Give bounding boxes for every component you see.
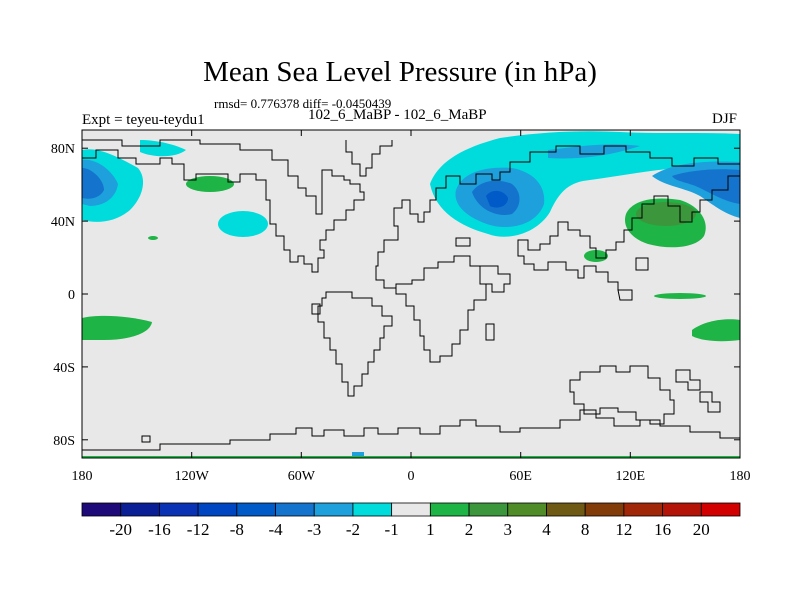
colorbar-swatch: [159, 502, 199, 517]
colorbar-label: -12: [187, 520, 210, 539]
anomaly-region: [548, 144, 640, 159]
anomaly-region: [148, 236, 158, 240]
coastline: [480, 265, 511, 293]
colorbar-swatch: [197, 502, 238, 517]
anomaly-region: [486, 190, 508, 208]
coastline: [675, 369, 701, 391]
colorbar-label: 1: [426, 520, 435, 539]
colorbar-swatch: [546, 502, 586, 517]
anomaly-region: [352, 452, 364, 456]
y-tick-label: 40S: [53, 361, 75, 376]
x-tick-label: 120W: [175, 469, 210, 484]
coastline: [311, 303, 321, 315]
coastline: [617, 289, 633, 301]
colorbar-swatch: [236, 502, 276, 517]
colorbar-label: -3: [307, 520, 321, 539]
anomaly-region: [654, 293, 706, 299]
x-tick-label: 60W: [288, 469, 316, 484]
colorbar-swatch: [429, 502, 470, 517]
coastline: [141, 435, 151, 443]
cases-label: 102_6_MaBP - 102_6_MaBP: [308, 107, 487, 123]
y-tick-labels: 80N 40N 0 40S 80S: [51, 142, 75, 449]
x-tick-label: 0: [408, 469, 415, 484]
anomaly-region: [692, 319, 740, 342]
coastline: [455, 237, 471, 247]
colorbar-labels: -20 -16 -12 -8 -4 -3 -2 -1 1 2 3 4 8 12 16 20: [109, 520, 709, 539]
colorbar-swatch: [584, 502, 625, 517]
colorbar-swatch: [507, 502, 547, 517]
anomaly-region: [672, 169, 740, 204]
coastline: [345, 140, 393, 177]
colorbar: [81, 502, 741, 517]
anomaly-region: [186, 176, 234, 192]
colorbar-swatch: [662, 502, 702, 517]
x-tick-label: 180: [730, 469, 751, 484]
x-tick-labels: 180 120W 60W 0 60E 120E 180: [72, 469, 751, 484]
anomaly-region: [140, 140, 186, 157]
x-tick-label: 180: [72, 469, 93, 484]
colorbar-label: 8: [581, 520, 590, 539]
coastline: [517, 175, 740, 291]
anomaly-region: [636, 202, 696, 226]
coastline: [82, 409, 740, 451]
season-label: DJF: [712, 111, 738, 127]
coastline: [392, 145, 740, 241]
colorbar-swatch: [81, 502, 122, 517]
coastline: [317, 291, 393, 397]
y-tick-label: 80N: [51, 142, 75, 157]
y-tick-label: 80S: [53, 434, 75, 449]
coastlines: [82, 139, 740, 451]
anomaly-region: [82, 315, 152, 340]
colorbar-label: -20: [109, 520, 132, 539]
colorbar-swatch: [275, 502, 315, 517]
coastline: [635, 257, 649, 271]
stats-line: rmsd= 0.776378 diff= -0.0450439: [214, 96, 392, 111]
y-tick-label: 40N: [51, 215, 75, 230]
coastline: [699, 391, 721, 413]
colorbar-label: 2: [465, 520, 474, 539]
colorbar-swatch: [700, 502, 741, 517]
colorbar-label: 12: [615, 520, 632, 539]
anomaly-region: [218, 211, 268, 237]
experiment-label: Expt = teyeu-teydu1: [82, 112, 205, 128]
colorbar-label: 20: [693, 520, 710, 539]
colorbar-swatch: [623, 502, 663, 517]
colorbar-label: -16: [148, 520, 171, 539]
coastline: [82, 139, 365, 273]
y-tick-label: 0: [68, 288, 75, 303]
x-tick-label: 120E: [616, 469, 646, 484]
colorbar-swatch: [352, 502, 393, 517]
colorbar-label: -8: [230, 520, 244, 539]
coastline: [569, 365, 675, 425]
colorbar-swatch: [313, 502, 354, 517]
colorbar-label: 16: [654, 520, 671, 539]
map-background: [82, 130, 740, 458]
colorbar-swatch: [120, 502, 160, 517]
colorbar-label: -1: [385, 520, 399, 539]
anomaly-region: [82, 168, 104, 199]
colorbar-label: 4: [542, 520, 551, 539]
plot-title: Mean Sea Level Pressure (in hPa): [203, 56, 597, 88]
colorbar-label: -2: [346, 520, 360, 539]
colorbar-swatch: [391, 502, 431, 517]
colorbar-label: -4: [268, 520, 283, 539]
x-tick-label: 60E: [509, 469, 532, 484]
axis-ticks: [81, 130, 741, 458]
coastline: [485, 323, 495, 341]
colorbar-swatch: [468, 502, 509, 517]
colorbar-label: 3: [504, 520, 513, 539]
